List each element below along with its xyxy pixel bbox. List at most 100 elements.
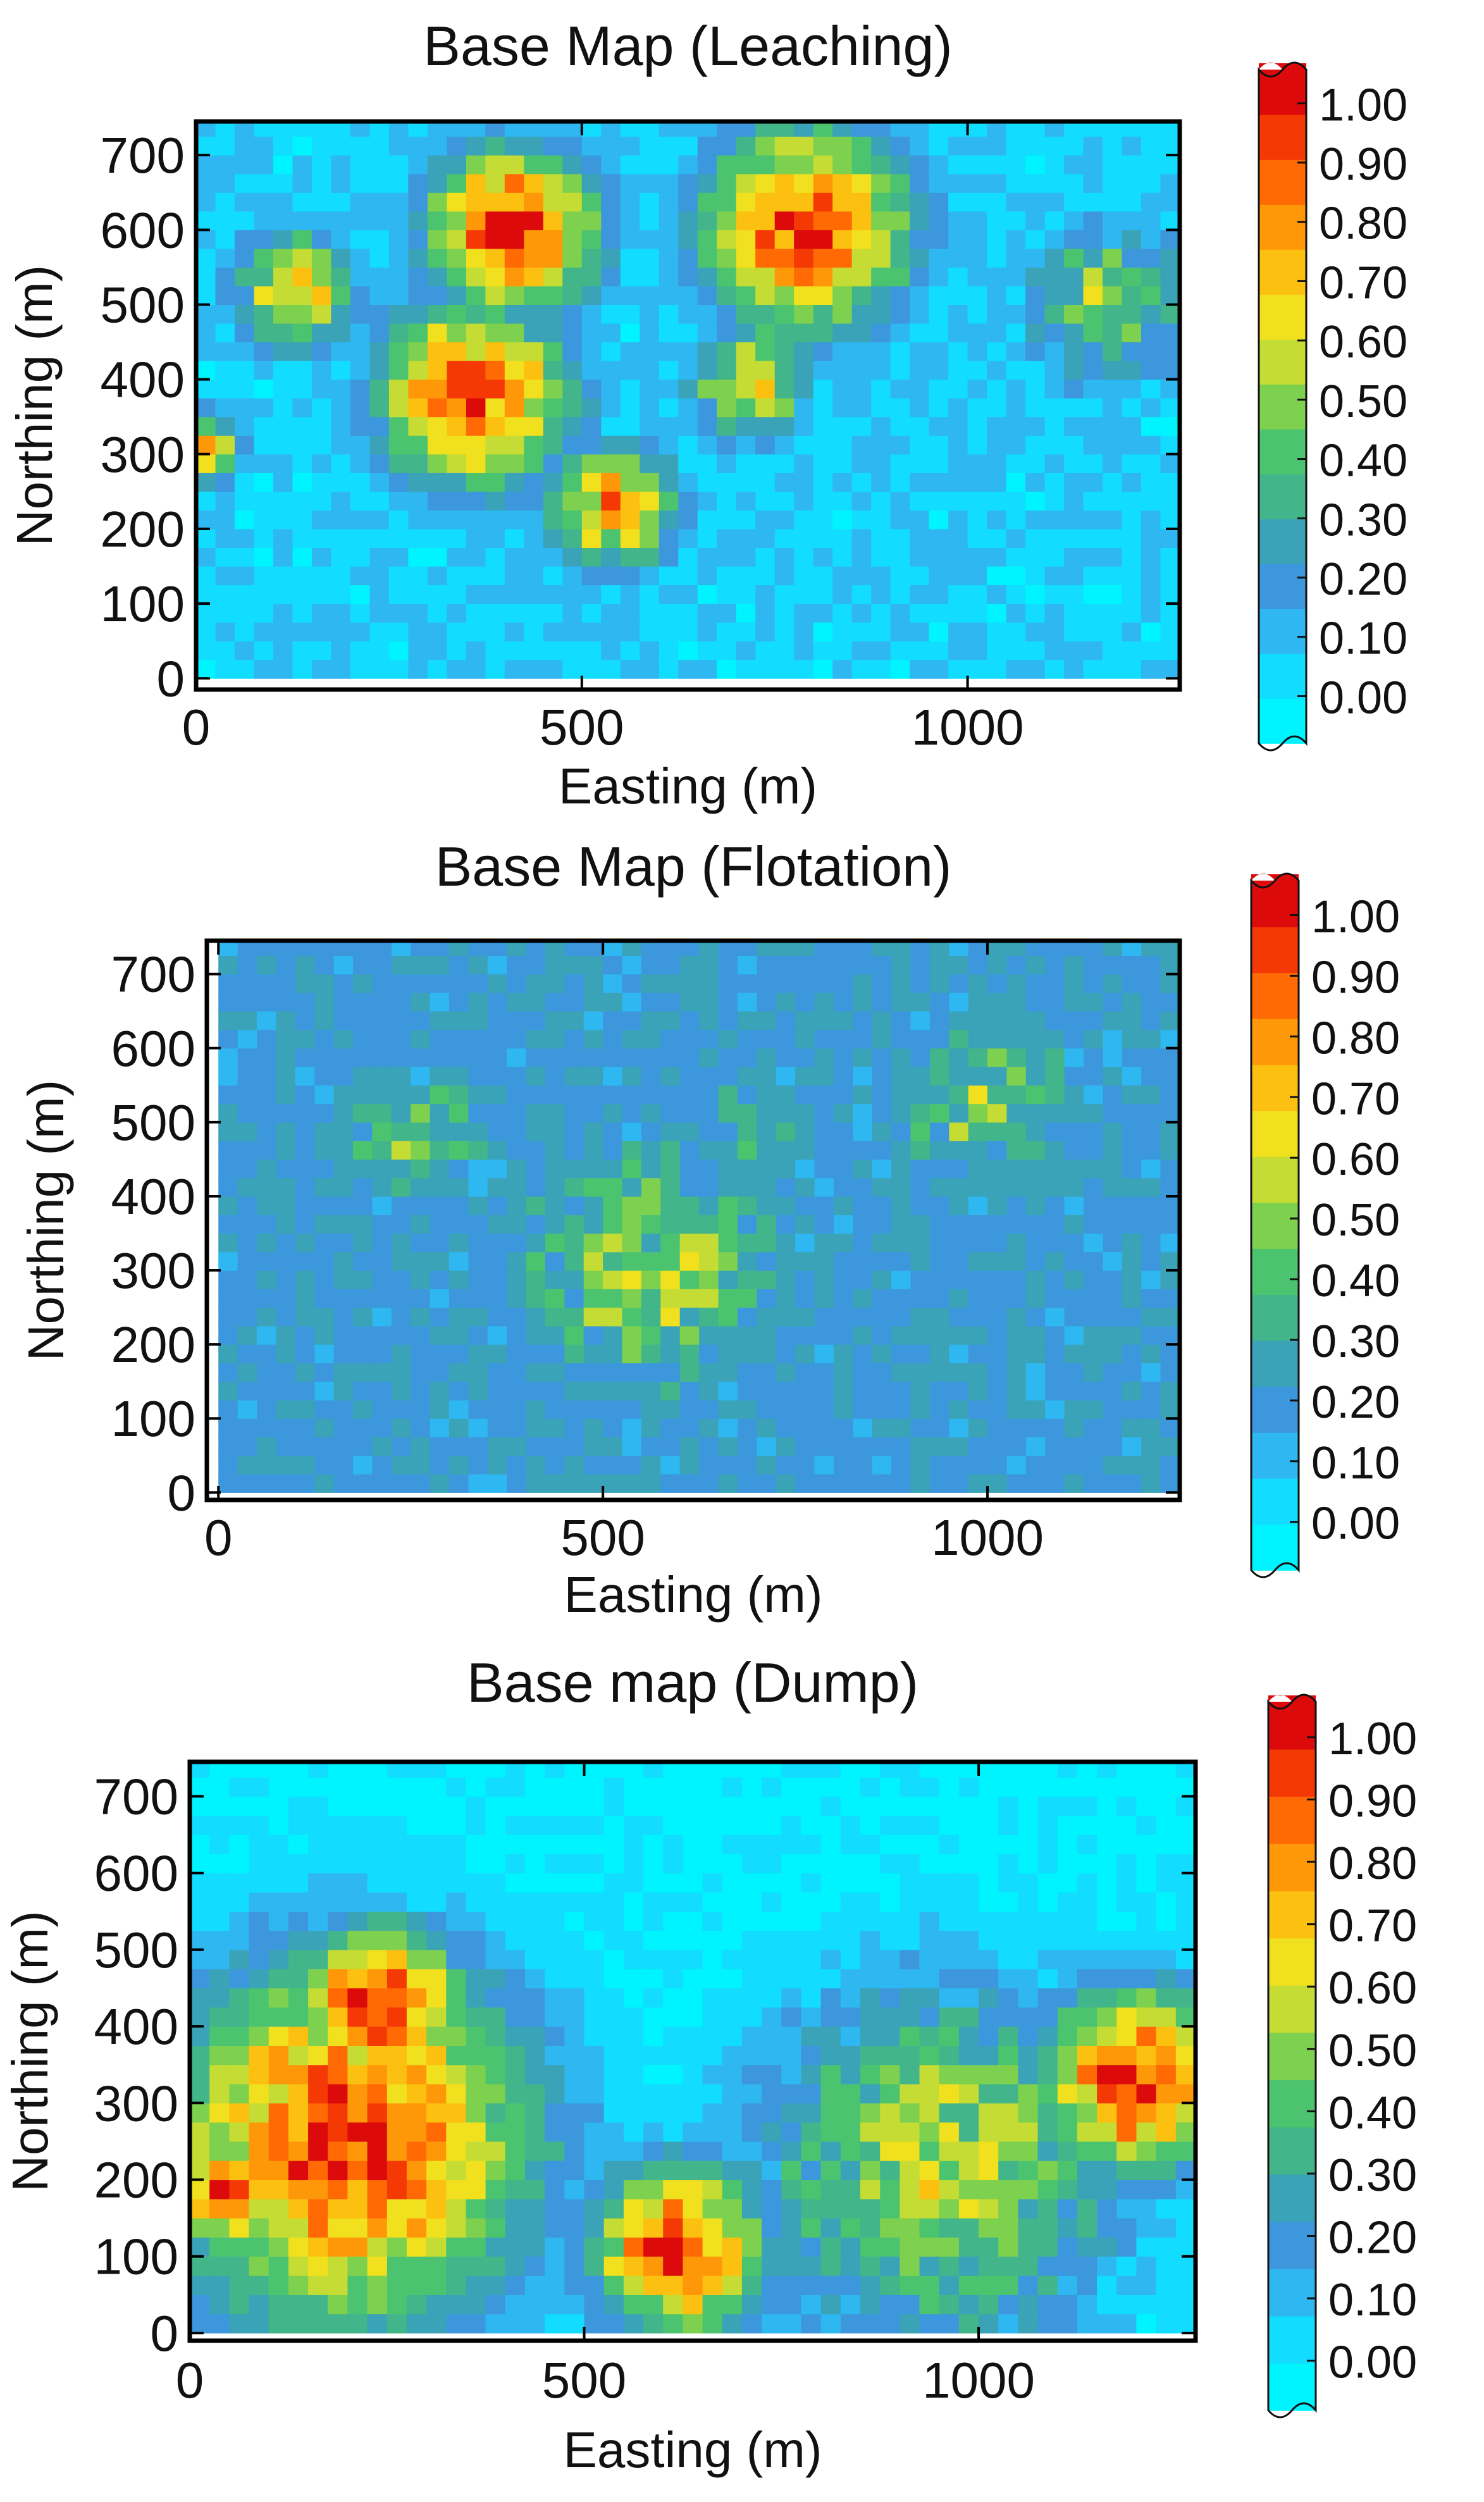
heatmap-cell <box>196 585 216 604</box>
heatmap-cell <box>1141 1103 1161 1123</box>
heatmap-cell <box>288 2084 309 2103</box>
heatmap-cell <box>699 1270 719 1289</box>
heatmap-cell <box>430 1177 450 1197</box>
heatmap-cell <box>794 136 814 156</box>
heatmap-cell <box>295 1399 315 1419</box>
heatmap-cell <box>196 547 216 567</box>
heatmap-cell <box>741 2122 762 2142</box>
heatmap-cell <box>781 2237 802 2257</box>
heatmap-cell <box>331 585 351 604</box>
heatmap-cell <box>891 1233 912 1253</box>
heatmap-cell <box>1116 1892 1137 1912</box>
heatmap-cell <box>526 1307 546 1327</box>
heatmap-cell <box>308 2218 328 2238</box>
heatmap-cell <box>1045 1270 1065 1289</box>
heatmap-cell <box>641 955 661 975</box>
heatmap-cell <box>485 155 505 175</box>
heatmap-cell <box>1116 2064 1137 2084</box>
heatmap-cell <box>776 1418 796 1438</box>
heatmap-cell <box>485 2007 506 2027</box>
heatmap-cell <box>860 2295 881 2315</box>
heatmap-cell <box>987 955 1007 975</box>
heatmap-cell <box>1175 2103 1196 2123</box>
heatmap-cell <box>1037 2295 1058 2315</box>
heatmap-cell <box>929 1067 949 1086</box>
heatmap-cell <box>891 1325 912 1345</box>
heatmap-cell <box>958 2313 979 2334</box>
heatmap-cell <box>1064 622 1084 641</box>
heatmap-cell <box>564 1029 584 1049</box>
heatmap-cell <box>524 285 544 305</box>
heatmap-cell <box>406 1835 427 1854</box>
heatmap-cell <box>737 1215 757 1234</box>
heatmap-cell <box>663 1835 683 1854</box>
heatmap-cell <box>840 1930 861 1950</box>
heatmap-cell <box>447 659 467 679</box>
heatmap-cell <box>949 955 969 975</box>
heatmap-cell <box>813 398 833 418</box>
heatmap-cell <box>795 974 815 993</box>
heatmap-cell <box>840 1988 861 2008</box>
heatmap-cell <box>564 1437 584 1456</box>
heatmap-cell <box>741 2141 762 2161</box>
heatmap-cell <box>699 1177 719 1197</box>
heatmap-cell <box>1175 1969 1196 1989</box>
heatmap-cell <box>722 1815 743 1835</box>
heatmap-cell <box>603 1455 623 1475</box>
heatmap-cell <box>929 248 949 268</box>
heatmap-cell <box>860 2007 881 2027</box>
colorbar-tick-label: 0.60 <box>1328 1963 1417 2014</box>
heatmap-cell <box>372 1307 392 1327</box>
heatmap-cell <box>757 1122 777 1141</box>
heatmap-cell <box>1006 941 1027 956</box>
heatmap-cell <box>525 2295 545 2315</box>
heatmap-cell <box>254 491 274 511</box>
heatmap-cell <box>505 2026 526 2046</box>
heatmap-cell <box>1044 285 1065 305</box>
heatmap-cell <box>1136 2198 1157 2219</box>
heatmap-cell <box>447 398 467 418</box>
heatmap-cell <box>774 659 795 679</box>
heatmap-cell <box>832 361 853 380</box>
heatmap-cell <box>979 2295 999 2315</box>
heatmap-cell <box>871 155 891 175</box>
heatmap-cell <box>813 379 833 399</box>
heatmap-cell <box>1083 361 1103 380</box>
heatmap-cell <box>391 1103 411 1123</box>
heatmap-cell <box>660 1363 681 1382</box>
heatmap-cell <box>958 1873 979 1893</box>
heatmap-cell <box>466 1969 486 1989</box>
heatmap-cell <box>967 566 987 586</box>
heatmap-cell <box>507 1177 527 1197</box>
heatmap-cell <box>919 1892 940 1912</box>
heatmap-cell <box>987 1067 1007 1086</box>
heatmap-cell <box>1160 1159 1180 1179</box>
heatmap-cell <box>311 192 331 212</box>
heatmap-cell <box>1097 2198 1117 2219</box>
heatmap-cell <box>998 1949 1018 1969</box>
heatmap-cell <box>794 604 814 623</box>
heatmap-cell <box>1057 2198 1078 2219</box>
heatmap-cell <box>860 2141 881 2161</box>
heatmap-cell <box>741 1892 762 1912</box>
heatmap-cell <box>1044 491 1065 511</box>
heatmap-cell <box>235 192 255 212</box>
heatmap-cell <box>987 1363 1007 1382</box>
heatmap-cell <box>987 121 1007 137</box>
heatmap-cell <box>1057 2160 1078 2181</box>
heatmap-cell <box>215 416 235 436</box>
heatmap-cell <box>1064 323 1084 343</box>
heatmap-cell <box>369 416 390 436</box>
heatmap-cell <box>872 1474 892 1493</box>
heatmap-cell <box>1160 566 1180 586</box>
heatmap-cell <box>449 1381 469 1401</box>
heatmap-cell <box>659 547 679 567</box>
heatmap-cell <box>367 2256 388 2276</box>
heatmap-cell <box>1018 1930 1039 1950</box>
heatmap-cell <box>466 1892 486 1912</box>
heatmap-cell <box>1006 435 1026 455</box>
heatmap-cell <box>292 566 312 586</box>
heatmap-cell <box>1064 1196 1084 1215</box>
heatmap-cell <box>386 2313 407 2334</box>
heatmap-cell <box>1141 566 1161 586</box>
